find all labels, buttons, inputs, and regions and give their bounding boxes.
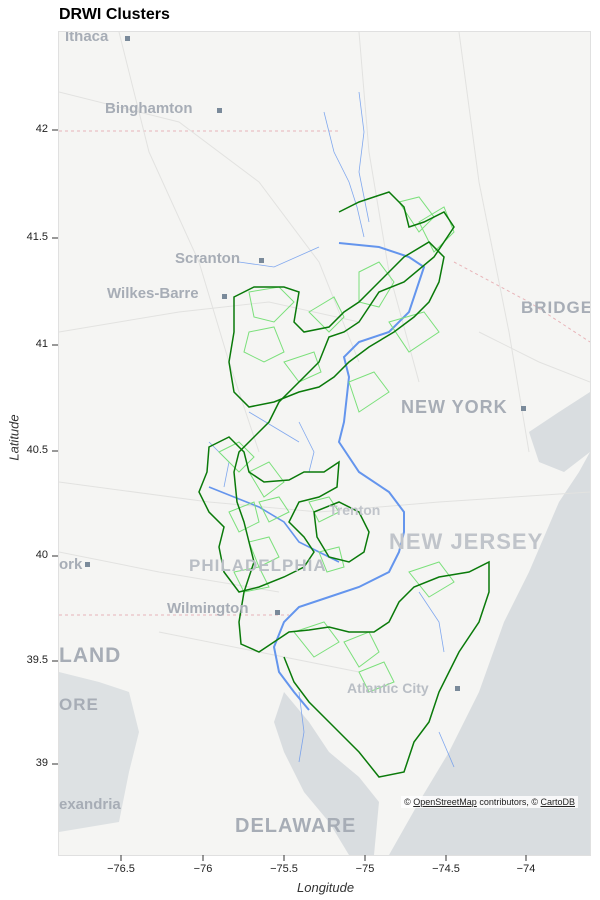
delaware-bay <box>274 692 379 855</box>
xtick-74-5: −74.5 <box>432 863 460 875</box>
delaware-river <box>272 242 426 711</box>
label-wilkes-barre: Wilkes-Barre <box>107 285 199 302</box>
cluster-southeast-pa <box>198 436 340 593</box>
label-baltimore: ORE <box>59 695 99 714</box>
label-york: ork <box>59 556 83 573</box>
map-plot-area[interactable]: Ithaca Binghamton Scranton Wilkes-Barre … <box>58 31 591 856</box>
label-new-jersey: NEW JERSEY <box>389 529 544 554</box>
atlantic-ocean <box>389 452 590 855</box>
chart-title: DRWI Clusters <box>59 6 170 23</box>
label-philadelphia: PHILADELPHIA <box>189 556 327 575</box>
label-binghamton: Binghamton <box>105 100 193 117</box>
xtick-74: −74 <box>516 863 536 875</box>
ytick-42: 42 <box>35 123 48 135</box>
cluster-upper-delaware <box>233 191 490 778</box>
ytick-41-5: 41.5 <box>26 231 48 243</box>
cluster-brandywine <box>313 501 370 563</box>
label-delaware: DELAWARE <box>235 815 357 837</box>
osm-link[interactable]: OpenStreetMap <box>413 797 477 807</box>
label-bridge: BRIDGE <box>521 298 591 317</box>
ytick-39: 39 <box>35 757 48 769</box>
label-trenton: Trenton <box>329 502 381 518</box>
ytick-39-5: 39.5 <box>26 654 48 666</box>
ytick-40: 40 <box>35 549 48 561</box>
cluster-poconos <box>228 241 445 408</box>
label-alexandria: exandria <box>59 796 121 813</box>
xtick-75-5: −75.5 <box>270 863 298 875</box>
y-axis-label: Latitude <box>6 414 22 461</box>
chesapeake-bay <box>59 672 139 832</box>
label-atlantic-city: Atlantic City <box>347 680 429 696</box>
x-axis-label: Longitude <box>297 880 355 895</box>
xtick-76: −76 <box>193 863 213 875</box>
xtick-75: −75 <box>355 863 375 875</box>
ytick-40-5: 40.5 <box>26 444 48 456</box>
label-wilmington: Wilmington <box>167 600 249 617</box>
basemap[interactable] <box>59 32 590 855</box>
label-ithaca: Ithaca <box>65 31 109 45</box>
carto-link[interactable]: CartoDB <box>540 797 575 807</box>
ytick-41: 41 <box>35 338 48 350</box>
label-new-york: NEW YORK <box>401 397 508 417</box>
label-scranton: Scranton <box>175 250 241 267</box>
label-maryland: LAND <box>59 644 122 667</box>
map-attribution: © OpenStreetMap contributors, © CartoDB <box>401 796 578 808</box>
lower-ny-bay <box>529 392 590 472</box>
xtick-76-5: −76.5 <box>107 863 135 875</box>
